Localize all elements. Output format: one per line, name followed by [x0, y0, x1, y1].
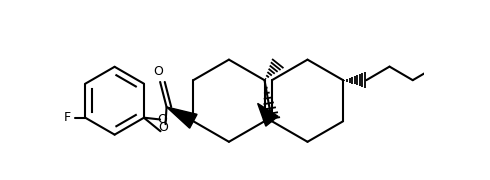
Text: O: O [153, 65, 163, 78]
Polygon shape [258, 103, 278, 126]
Polygon shape [167, 107, 197, 128]
Text: O: O [157, 113, 167, 126]
Text: F: F [64, 111, 71, 124]
Text: O: O [158, 121, 168, 134]
